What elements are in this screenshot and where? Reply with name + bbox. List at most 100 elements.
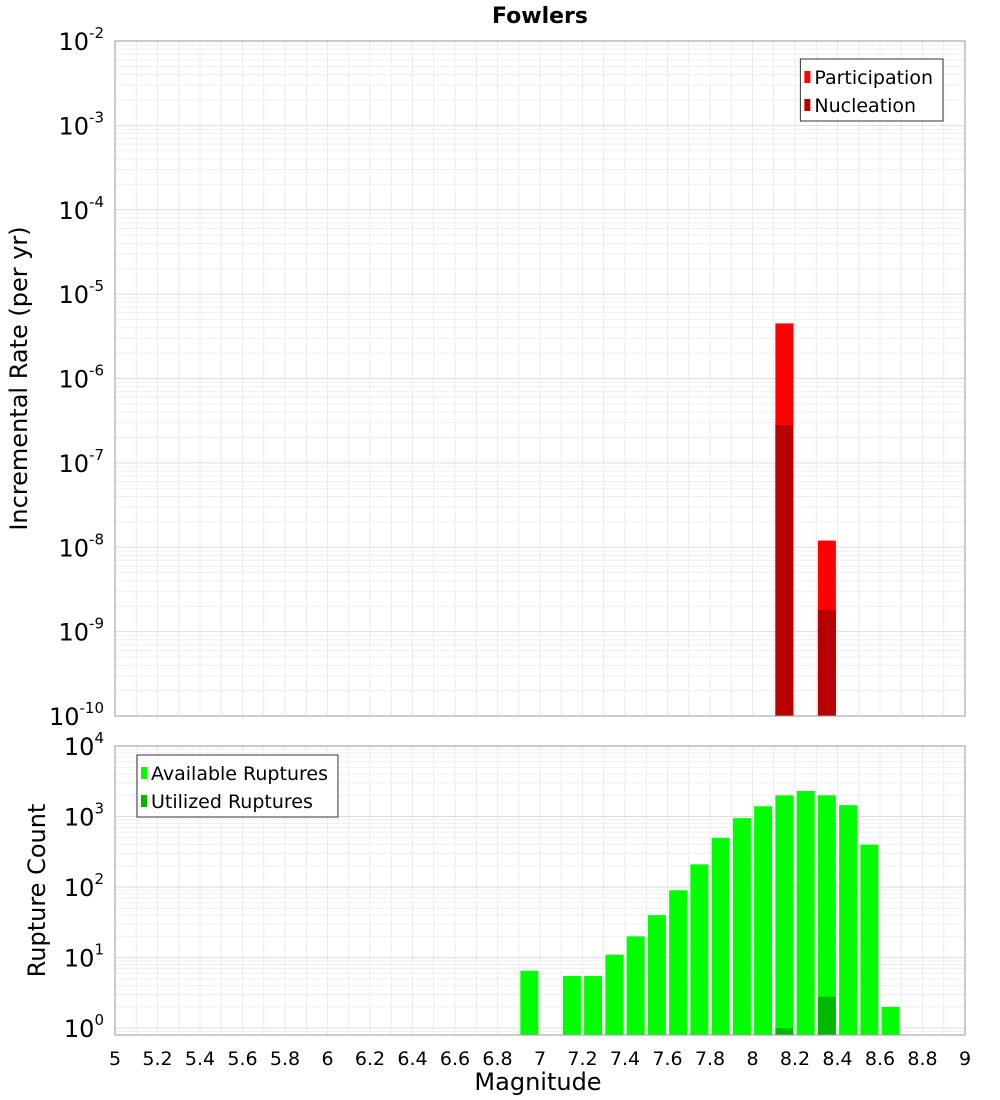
bar-available-ruptures [860,844,879,1035]
y-tick-exponent: -2 [89,24,104,42]
plot-frame [114,40,966,717]
x-tick-label: 5.8 [270,1048,300,1070]
bar-available-ruptures [839,805,858,1035]
x-tick-label: 9 [959,1048,971,1070]
legend-label: Participation [814,67,933,89]
legend: Available Ruptures Utilized Ruptures [136,754,339,818]
y-tick-base: 10 [49,703,80,731]
x-tick-label: 5 [109,1048,121,1070]
y-tick-label: 10-6 [58,362,104,394]
x-tick-label: 6.6 [440,1048,470,1070]
y-tick-exponent: 3 [94,800,104,818]
grid-lines [114,746,966,1036]
chart-title: Fowlers [492,4,588,29]
legend-swatch [804,99,811,111]
y-tick-exponent: -4 [89,193,104,211]
bar-utilized-ruptures [817,996,836,1035]
bar-available-ruptures [626,936,645,1035]
bar-available-ruptures [711,837,730,1035]
bar-available-ruptures [584,975,603,1035]
x-tick-label: 7.4 [610,1048,640,1070]
x-tick-label: 7.2 [567,1048,597,1070]
bar-available-ruptures [647,915,666,1035]
y-tick-base: 10 [64,733,95,761]
y-tick-label: 10-4 [58,193,104,225]
y-axis-title: Incremental Rate (per yr) [5,226,33,530]
y-tick-exponent: -6 [89,362,104,380]
legend-swatch [141,795,147,807]
y-tick-exponent: -3 [89,108,104,126]
bar-available-ruptures [605,954,624,1035]
y-tick-base: 10 [58,619,89,647]
legend-label: Nucleation [814,95,916,117]
y-tick-exponent: -9 [89,615,104,633]
y-tick-label: 10-5 [58,277,104,309]
x-tick-label: 7.8 [695,1048,725,1070]
y-tick-label: 10-2 [58,24,104,56]
x-tick-label: 5.6 [227,1048,257,1070]
legend: Participation Nucleation [799,58,944,122]
chart-panel-0: 10-1010-910-810-710-610-510-410-310-2Inc… [5,4,966,731]
y-tick-exponent: -5 [89,277,104,295]
x-axis-title: Magnitude [474,1068,601,1096]
x-tick-label: 6.2 [355,1048,385,1070]
y-tick-exponent: 2 [94,870,104,888]
y-tick-label: 102 [64,870,104,902]
y-tick-base: 10 [58,112,89,140]
y-tick-exponent: 4 [94,729,104,747]
x-tick-label: 5.4 [185,1048,215,1070]
legend-box [799,58,944,122]
y-tick-label: 10-3 [58,108,104,140]
bar-available-ruptures [881,1006,900,1035]
y-tick-exponent: -8 [89,530,104,548]
x-tick-label: 7 [534,1048,546,1070]
y-tick-label: 104 [64,729,104,761]
y-tick-base: 10 [64,945,95,973]
bar-nucleation [775,425,794,716]
y-tick-base: 10 [58,366,89,394]
bar-utilized-ruptures [775,1028,794,1035]
y-tick-base: 10 [58,28,89,56]
grid-lines [114,41,966,717]
x-tick-label: 5.2 [142,1048,172,1070]
legend-swatch [141,767,147,779]
y-tick-label: 101 [64,941,104,973]
x-tick-label: 8.8 [907,1048,937,1070]
x-tick-label: 8.4 [822,1048,852,1070]
x-tick-labels: 5 5.2 5.4 5.6 5.8 6 6.2 6.4 6.6 6.8 7 7.2 7.4 7.6 7.8 8… [109,1048,971,1070]
y-tick-base: 10 [64,804,95,832]
bar-nucleation [817,610,836,716]
y-tick-label: 103 [64,800,104,832]
x-tick-label: 6.4 [397,1048,427,1070]
x-tick-label: 7.6 [652,1048,682,1070]
y-tick-exponent: 1 [94,941,104,959]
x-tick-label: 6.8 [482,1048,512,1070]
y-tick-label: 10-9 [58,615,104,647]
x-tick-label: 6 [321,1048,333,1070]
y-axis-title: Rupture Count [23,804,51,978]
x-tick-label: 8.6 [865,1048,895,1070]
bar-available-ruptures [817,795,836,1035]
legend-swatch [804,71,811,83]
y-tick-exponent: 0 [94,1011,104,1029]
x-tick-label: 8 [746,1048,758,1070]
y-tick-exponent: -7 [89,446,104,464]
y-tick-base: 10 [58,281,89,309]
y-tick-exponent: -10 [80,699,105,717]
y-tick-label: 10-10 [49,699,104,731]
y-tick-base: 10 [58,450,89,478]
bars [775,323,836,716]
legend-box [136,754,339,818]
plot-frame [114,745,966,1036]
x-tick-label: 8.2 [780,1048,810,1070]
bar-available-ruptures [775,795,794,1035]
y-tick-base: 10 [58,197,89,225]
y-tick-base: 10 [64,1015,95,1043]
bar-available-ruptures [796,791,815,1035]
bar-available-ruptures [669,890,688,1035]
